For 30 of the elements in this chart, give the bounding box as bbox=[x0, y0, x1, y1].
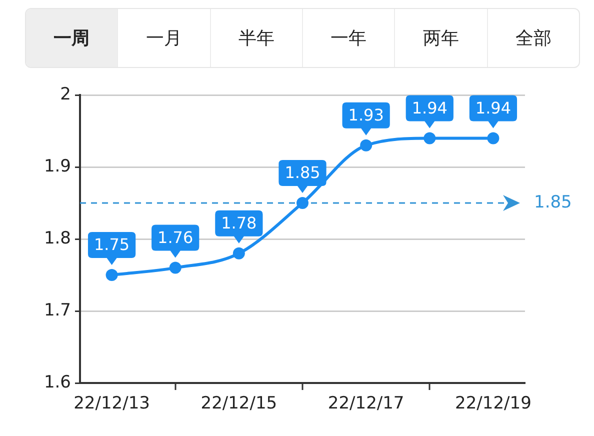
tab[interactable]: 一年 bbox=[302, 9, 394, 67]
point bbox=[424, 132, 436, 144]
y-tick-label: 1.8 bbox=[44, 228, 71, 248]
data-label: 1.78 bbox=[221, 214, 257, 233]
tab[interactable]: 一月 bbox=[117, 9, 210, 67]
data-label: 1.93 bbox=[348, 106, 384, 125]
point bbox=[232, 247, 245, 260]
tab[interactable]: 两年 bbox=[394, 9, 487, 67]
y-tick-label: 2 bbox=[60, 84, 71, 104]
x-tick-label: 22/12/17 bbox=[328, 394, 404, 414]
y-tick-label: 1.6 bbox=[44, 372, 71, 392]
data-label: 1.94 bbox=[412, 98, 448, 118]
data-label: 1.75 bbox=[94, 235, 130, 254]
x-tick-label: 22/12/19 bbox=[455, 394, 532, 414]
y-tick-label: 1.9 bbox=[44, 156, 71, 176]
data-label: 1.76 bbox=[158, 228, 194, 247]
tab[interactable]: 全部 bbox=[486, 9, 579, 67]
x-tick-label: 22/12/15 bbox=[200, 394, 278, 414]
data-label: 1.94 bbox=[475, 98, 512, 118]
data-label: 1.85 bbox=[284, 163, 320, 182]
x-tick-label: 22/12/13 bbox=[74, 394, 150, 414]
point bbox=[487, 132, 500, 144]
point bbox=[296, 197, 308, 209]
y-tick-label: 1.7 bbox=[44, 300, 71, 320]
ref-line-label: 1.85 bbox=[534, 192, 572, 212]
point bbox=[169, 262, 182, 274]
point bbox=[106, 269, 118, 281]
tab[interactable]: 半年 bbox=[210, 9, 302, 67]
tab[interactable]: 一周 bbox=[26, 9, 118, 67]
point bbox=[360, 139, 372, 152]
